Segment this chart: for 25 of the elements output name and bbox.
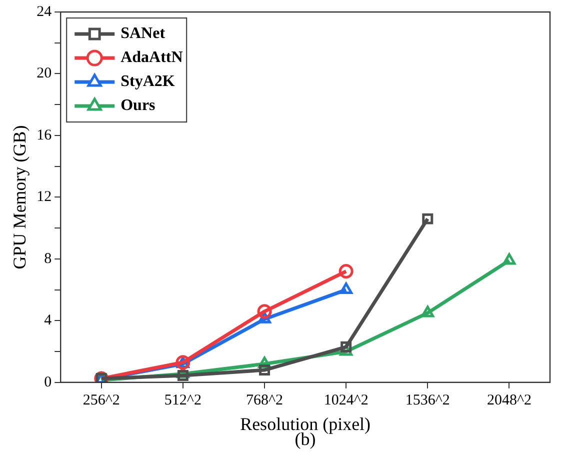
- legend-label: Ours: [120, 97, 156, 114]
- legend-label: AdaAttN: [120, 49, 184, 66]
- y-tick-label: 12: [36, 189, 52, 206]
- x-tick-label: 1024^2: [324, 392, 368, 408]
- y-tick-label: 0: [44, 374, 52, 390]
- point: [340, 282, 353, 294]
- x-tick-label: 256^2: [82, 392, 120, 408]
- x-tick-label: 2048^2: [486, 392, 532, 408]
- x-tick-label: 768^2: [246, 392, 284, 408]
- legend-label: StyA2K: [120, 73, 176, 90]
- point: [257, 304, 272, 319]
- y-tick-label: 20: [36, 66, 52, 82]
- y-axis-title: GPU Memory (GB): [10, 125, 30, 270]
- y-tick-label: 16: [36, 127, 52, 144]
- point: [259, 364, 270, 376]
- point: [502, 253, 516, 265]
- x-tick-label: 1536^2: [405, 392, 450, 408]
- y-tick-label: 4: [44, 312, 52, 329]
- point: [421, 306, 434, 318]
- point: [338, 264, 354, 279]
- y-tick-label: 8: [44, 250, 52, 267]
- y-tick-label: 24: [36, 4, 52, 20]
- x-tick-label: 512^2: [164, 392, 202, 408]
- legend-label: SANet: [120, 25, 166, 42]
- point: [422, 213, 434, 224]
